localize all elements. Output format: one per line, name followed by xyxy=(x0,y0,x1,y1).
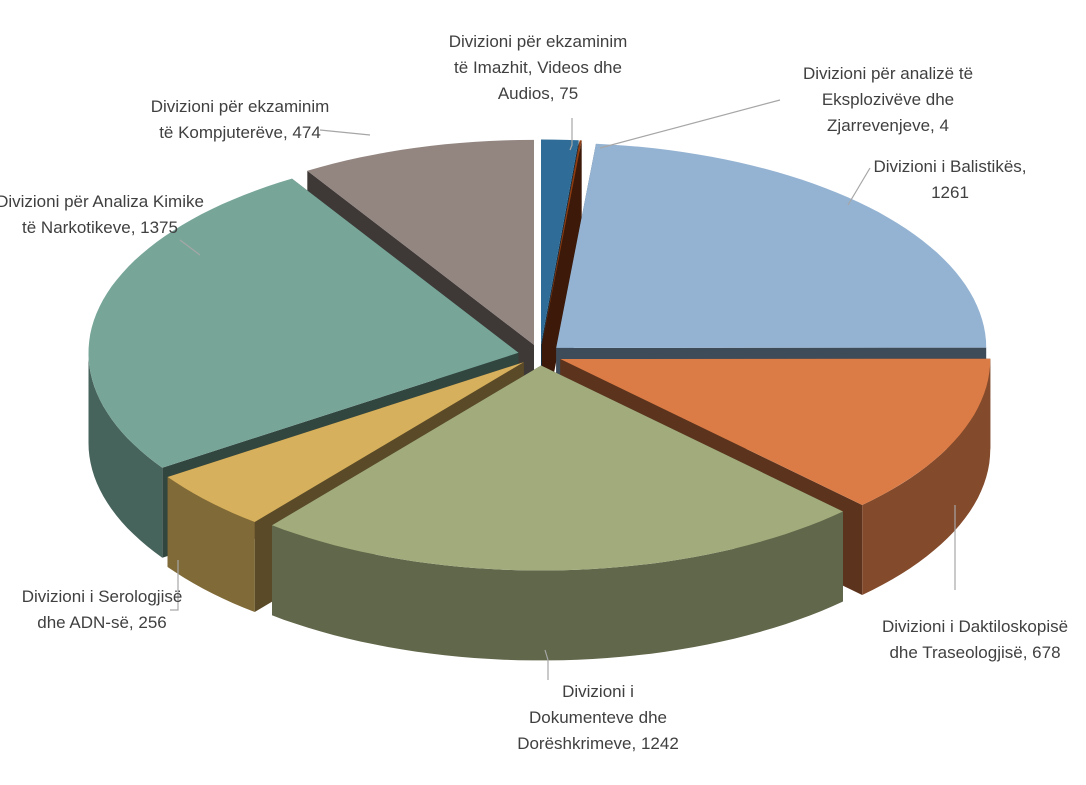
data-label: Divizioni për analizë të Eksplozivëve dh… xyxy=(802,64,974,135)
slice-wall xyxy=(272,511,843,661)
slice-wall xyxy=(88,352,163,558)
data-label: Divizioni i Dokumenteve dhe Dorëshkrimev… xyxy=(517,682,679,753)
slice xyxy=(272,365,843,571)
data-label: Divizioni për Analiza Kimike të Narkotik… xyxy=(0,192,204,237)
slice-wall xyxy=(167,477,255,612)
slice xyxy=(556,143,987,348)
slice xyxy=(560,358,991,505)
slice xyxy=(307,139,534,345)
leader-line xyxy=(599,99,781,149)
slice xyxy=(541,139,579,345)
leader-line xyxy=(569,118,573,151)
data-label: Divizioni për ekzaminim të Imazhit, Vide… xyxy=(448,32,628,103)
leader-line xyxy=(847,167,871,206)
slice xyxy=(542,140,582,345)
data-label: Divizioni për ekzaminim të Kompjuterëve,… xyxy=(150,97,330,142)
data-label: Divizioni i Serologjisë dhe ADN-së, 256 xyxy=(21,587,183,632)
slice-side xyxy=(542,140,582,435)
leader-line xyxy=(179,239,201,256)
leader-line xyxy=(544,649,549,680)
data-label: Divizioni i Daktiloskopisë dhe Traseolog… xyxy=(881,617,1069,662)
slice-wall xyxy=(862,359,991,595)
slice xyxy=(167,362,524,522)
data-label: Divizioni i Balistikës, 1261 xyxy=(873,157,1027,202)
leader-line xyxy=(170,560,179,611)
slice xyxy=(88,178,519,468)
leader-line xyxy=(319,129,371,136)
